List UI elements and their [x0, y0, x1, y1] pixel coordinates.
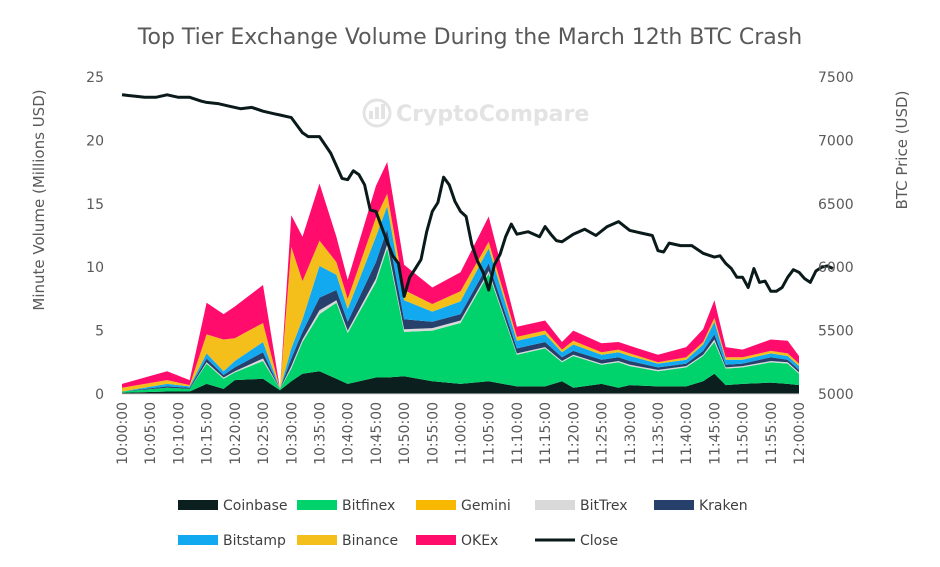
y2-tick-label: 7500 [818, 70, 854, 86]
legend-swatch-okex [416, 535, 456, 545]
x-tick-label: 11:50:00 [736, 402, 752, 465]
legend: Coinbase Bitfinex Gemini BitTrex Kraken Bitst… [178, 498, 748, 549]
x-tick-label: 10:45:00 [369, 402, 385, 465]
x-tick-label: 11:35:00 [651, 402, 667, 465]
y2-tick-label: 6500 [818, 197, 854, 213]
x-tick-label: 10:20:00 [228, 402, 244, 465]
y-tick-label: 5 [95, 324, 104, 340]
legend-label: Kraken [699, 498, 748, 514]
cryptocompare-logo-icon [362, 98, 392, 128]
legend-label: Coinbase [223, 498, 287, 514]
x-tick-label: 11:25:00 [595, 402, 611, 465]
x-tick-label: 11:15:00 [538, 402, 554, 465]
legend-label: Bitfinex [342, 498, 395, 514]
watermark-text: CryptoCompare [396, 102, 589, 127]
legend-label: Binance [342, 533, 398, 549]
y-tick-label: 10 [86, 260, 104, 276]
x-tick-label: 11:40:00 [679, 402, 695, 465]
y2-tick-label: 7000 [818, 133, 854, 149]
x-tick-label: 10:05:00 [143, 402, 159, 465]
y-tick-label: 20 [86, 133, 104, 149]
close-line [121, 93, 834, 298]
y-axis-title: Minute Volume (Millions USD) [30, 89, 48, 310]
area-binance [122, 193, 799, 392]
legend-label: OKEx [461, 533, 498, 549]
x-tick-label: 11:10:00 [510, 402, 526, 465]
legend-swatch-coinbase [178, 500, 218, 510]
x-tick-label: 10:25:00 [256, 402, 272, 465]
legend-swatch-bittrex [535, 500, 575, 510]
x-tick-label: 10:35:00 [312, 402, 328, 465]
legend-label: Bitstamp [223, 533, 286, 549]
legend-label: BitTrex [580, 498, 628, 514]
legend-swatch-bitstamp [178, 535, 218, 545]
y-tick-label: 15 [86, 197, 104, 213]
legend-swatch-binance [297, 535, 337, 545]
chart-title: Top Tier Exchange Volume During the Marc… [137, 25, 802, 50]
area-okex [122, 162, 799, 389]
x-tick-label: 11:55:00 [764, 402, 780, 465]
area-bitfinex [122, 248, 799, 393]
watermark: CryptoCompare [362, 98, 589, 128]
y2-tick-label: 6000 [818, 260, 854, 276]
close-line-group [121, 93, 834, 298]
right-axis-ticks: 5000 5500 6000 6500 7000 7500 [818, 70, 854, 403]
x-tick-label: 10:40:00 [341, 402, 357, 465]
stacked-areas [122, 162, 799, 394]
legend-swatch-bitfinex [297, 500, 337, 510]
legend-swatch-kraken [654, 500, 694, 510]
x-tick-label: 11:45:00 [707, 402, 723, 465]
x-tick-label: 10:00:00 [115, 402, 131, 465]
x-tick-label: 10:10:00 [171, 402, 187, 465]
legend-label: Close [580, 533, 618, 549]
x-tick-label: 10:15:00 [200, 402, 216, 465]
left-axis-ticks: 0 5 10 15 20 25 [86, 70, 104, 403]
x-tick-label: 11:20:00 [566, 402, 582, 465]
x-tick-label: 10:30:00 [284, 402, 300, 465]
y-tick-label: 0 [95, 387, 104, 403]
x-axis-ticks: 10:00:00 10:05:00 10:10:00 10:15:00 10:20:00… [115, 402, 808, 465]
x-tick-label: 11:30:00 [623, 402, 639, 465]
legend-label: Gemini [461, 498, 511, 514]
x-tick-label: 10:55:00 [425, 402, 441, 465]
y-tick-label: 25 [86, 70, 104, 86]
x-tick-label: 11:00:00 [454, 402, 470, 465]
x-tick-label: 10:50:00 [397, 402, 413, 465]
y2-tick-label: 5000 [818, 387, 854, 403]
y2-axis-title: BTC Price (USD) [893, 91, 911, 210]
area-coinbase [122, 371, 799, 394]
x-tick-label: 12:00:00 [792, 402, 808, 465]
y2-tick-label: 5500 [818, 324, 854, 340]
legend-swatch-gemini [416, 500, 456, 510]
x-tick-label: 11:05:00 [482, 402, 498, 465]
